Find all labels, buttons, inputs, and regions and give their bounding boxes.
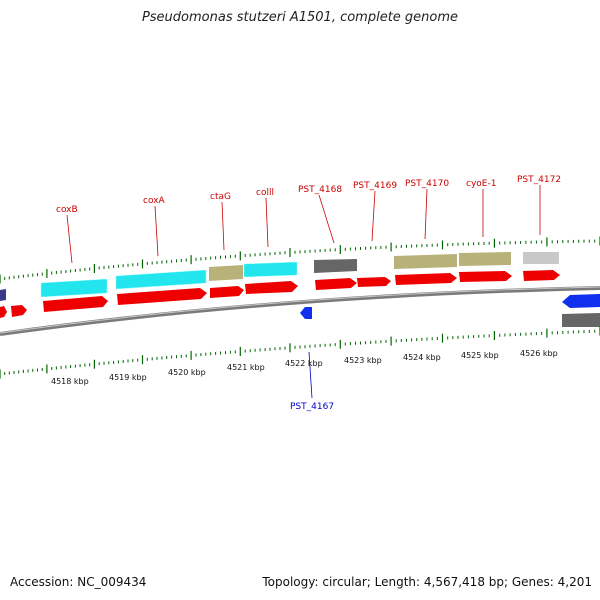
kbp-label-4520: 4520 kbp	[168, 368, 206, 377]
cds-arrow-PST_4172[interactable]	[523, 270, 560, 281]
cog-box-ctaG[interactable]	[209, 265, 243, 281]
kbp-label-4522: 4522 kbp	[285, 359, 323, 368]
gene-label-PST_4169[interactable]: PST_4169	[353, 181, 397, 191]
leader-PST_4169	[371, 190, 376, 242]
kbp-label-4525: 4525 kbp	[461, 351, 499, 360]
cog-box-coxB[interactable]	[40, 278, 108, 298]
accession-text: Accession: NC_009434	[10, 575, 147, 589]
kbp-scale: 4518 kbp 4519 kbp 4520 kbp 4521 kbp 4522…	[51, 349, 558, 386]
cds-arrow-ctaG[interactable]	[210, 286, 244, 298]
cog-box-colll[interactable]	[243, 261, 298, 278]
gene-labels: coxB coxA ctaG colll PST_4168 PST_4169 P…	[56, 175, 561, 412]
cds-arrow-right-edge[interactable]	[562, 294, 600, 308]
genome-summary-text: Topology: circular; Length: 4,567,418 bp…	[262, 575, 592, 589]
cds-arrow-PST_4170[interactable]	[395, 273, 457, 285]
leader-PST_4167	[308, 351, 313, 399]
leader-colll	[265, 197, 269, 248]
gene-label-coxB[interactable]: coxB	[56, 205, 78, 215]
genome-backbone	[0, 286, 600, 336]
kbp-label-4526: 4526 kbp	[520, 349, 558, 358]
kbp-label-4521: 4521 kbp	[227, 363, 265, 372]
gene-label-colll[interactable]: colll	[256, 188, 274, 198]
cds-arrow-cyoE-1[interactable]	[459, 271, 512, 282]
cog-box-left-edge[interactable]	[0, 289, 6, 301]
forward-cds-track	[0, 270, 560, 318]
cds-arrow-colll[interactable]	[245, 281, 298, 294]
leader-ctaG	[221, 201, 225, 251]
gene-label-ctaG[interactable]: ctaG	[210, 192, 231, 202]
gene-label-PST_4172[interactable]: PST_4172	[517, 175, 561, 185]
gene-label-cyoE-1[interactable]: cyoE-1	[466, 179, 496, 189]
cog-box-PST_4170[interactable]	[394, 254, 457, 269]
cog-track	[0, 252, 559, 301]
kbp-label-4524: 4524 kbp	[403, 353, 441, 362]
cog-box-PST_4168[interactable]	[314, 259, 357, 273]
cog-box-coxA[interactable]	[115, 269, 207, 290]
kbp-label-4518: 4518 kbp	[51, 377, 89, 386]
gene-label-PST_4167[interactable]: PST_4167	[290, 402, 334, 412]
cds-arrow-left-2[interactable]	[11, 305, 27, 317]
cds-arrow-PST_4167[interactable]	[300, 307, 312, 319]
genome-backbone-highlight	[0, 286, 600, 334]
reverse-cds-track	[300, 294, 600, 327]
cds-arrow-coxA[interactable]	[117, 288, 207, 305]
cog-box-right-edge[interactable]	[562, 313, 600, 327]
cds-arrow-coxB[interactable]	[43, 296, 108, 312]
map-title: Pseudomonas stutzeri A1501, complete gen…	[141, 10, 459, 25]
leader-PST_4170	[424, 188, 428, 240]
gene-label-PST_4170[interactable]: PST_4170	[405, 179, 449, 189]
cds-arrow-left-1[interactable]	[0, 306, 7, 318]
leader-PST_4168	[318, 194, 335, 244]
outer-tick-row	[0, 236, 600, 284]
cds-arrow-PST_4169[interactable]	[357, 277, 391, 287]
gene-label-coxA[interactable]: coxA	[143, 196, 166, 206]
kbp-label-4519: 4519 kbp	[109, 373, 147, 382]
inner-tick-row	[0, 326, 600, 379]
gene-label-leaders	[66, 185, 541, 399]
leader-coxA	[154, 205, 159, 257]
cog-box-cyoE-1[interactable]	[459, 252, 511, 266]
kbp-label-4523: 4523 kbp	[344, 356, 382, 365]
cog-box-PST_4172[interactable]	[523, 252, 559, 264]
cds-arrow-PST_4168[interactable]	[315, 278, 357, 290]
leader-coxB	[66, 214, 73, 264]
gene-label-PST_4168[interactable]: PST_4168	[298, 185, 342, 195]
